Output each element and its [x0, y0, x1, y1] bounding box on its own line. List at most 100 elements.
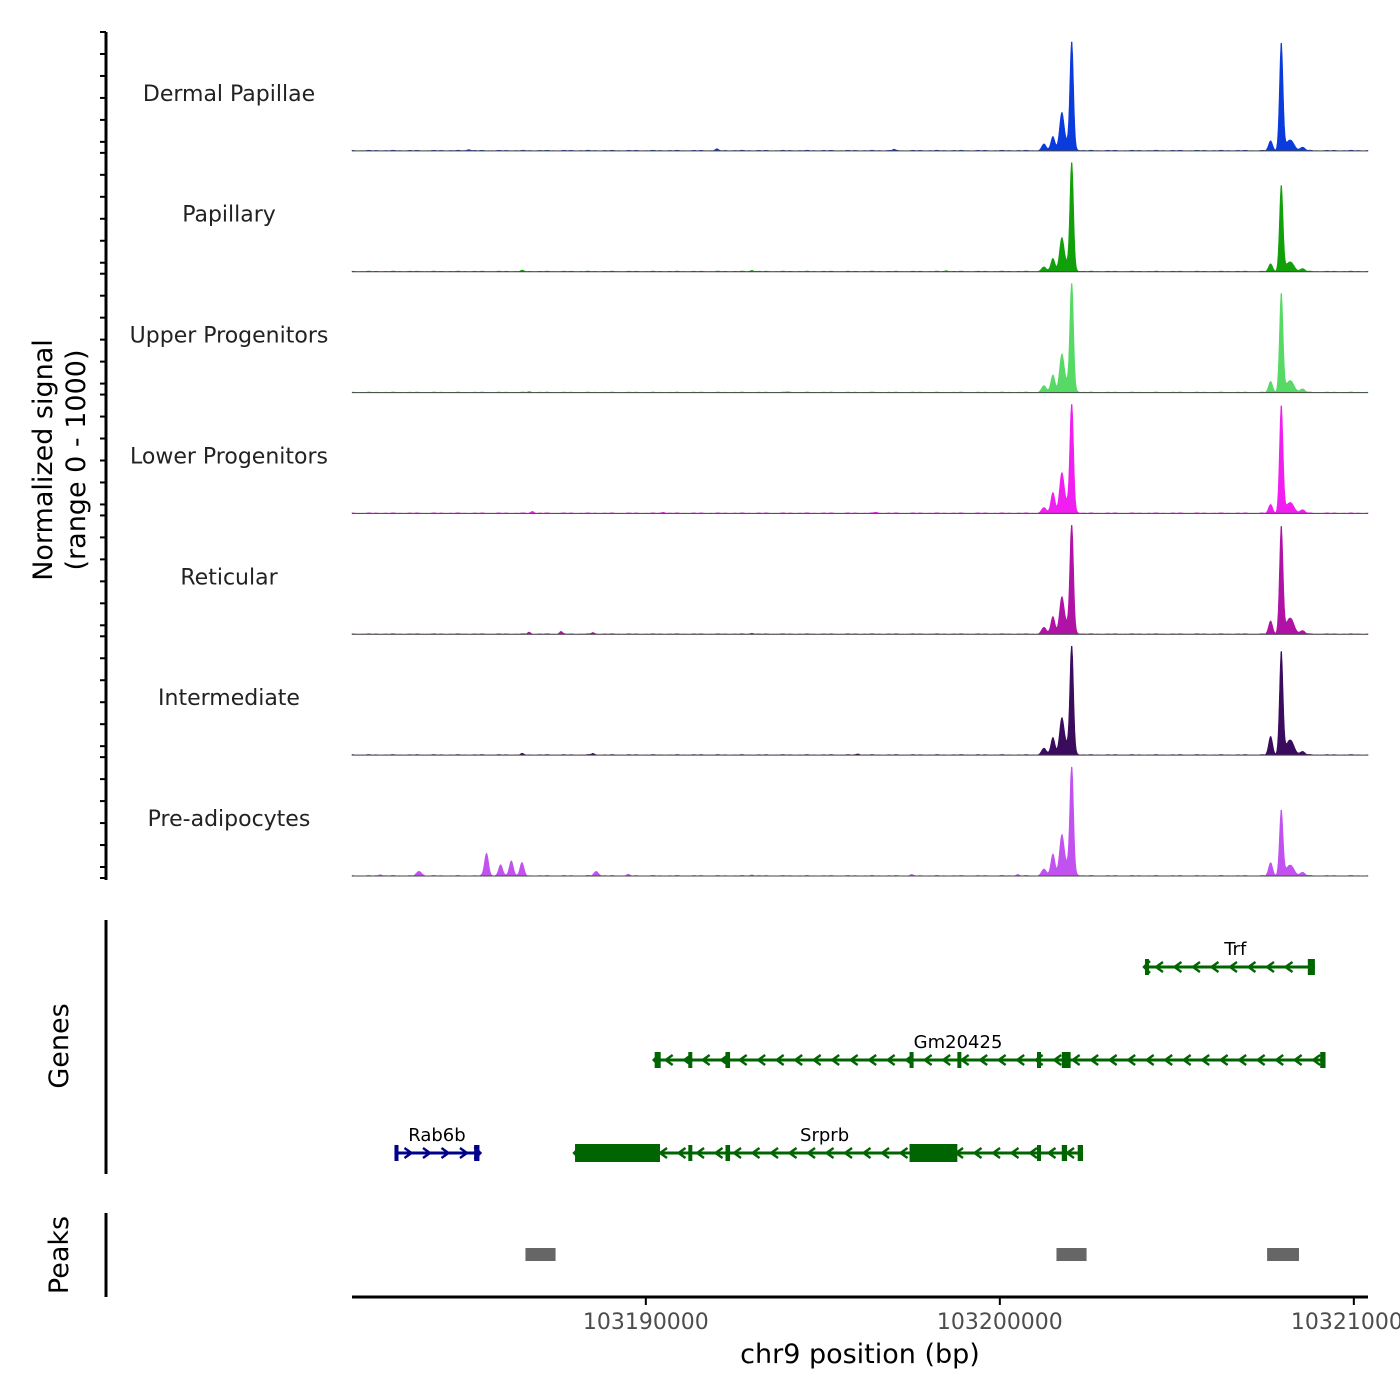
track-dermal-papillae: Dermal Papillae	[143, 41, 1369, 152]
exon	[654, 1052, 661, 1068]
strand-arrow	[1070, 1054, 1081, 1066]
x-tick-label: 103200000	[937, 1310, 1063, 1335]
strand-arrow	[978, 1054, 988, 1066]
strand-arrow	[1089, 1054, 1099, 1066]
gene-label: Rab6b	[408, 1125, 465, 1146]
strand-arrow	[959, 1054, 970, 1066]
strand-arrow	[805, 1147, 816, 1159]
strand-arrow	[713, 1147, 724, 1159]
strand-arrow	[811, 1054, 822, 1066]
strand-arrow	[1163, 1054, 1173, 1066]
strand-arrow	[990, 1147, 1001, 1159]
strand-arrow	[731, 1147, 742, 1159]
strand-arrow	[879, 1147, 890, 1159]
signal-area	[351, 162, 1369, 273]
x-axis-title: chr9 position (bp)	[740, 1339, 980, 1370]
strand-arrow	[867, 1054, 877, 1066]
exon	[725, 1145, 731, 1161]
exon	[394, 1145, 399, 1161]
strand-arrow	[694, 1147, 705, 1159]
exon	[1320, 1052, 1326, 1068]
strand-arrow	[676, 1147, 687, 1159]
strand-arrow	[787, 1147, 798, 1159]
track-intermediate: Intermediate	[158, 645, 1369, 756]
track-label: Dermal Papillae	[143, 82, 315, 107]
exon	[725, 1052, 731, 1068]
strand-arrow	[1190, 961, 1201, 973]
strand-arrow	[1144, 1054, 1155, 1066]
exon	[474, 1145, 480, 1161]
strand-arrow	[459, 1147, 470, 1159]
track-label: Upper Progenitors	[130, 324, 329, 349]
track-label: Intermediate	[158, 686, 300, 711]
exon	[688, 1052, 693, 1068]
genes-panel: Trf Gm20425 Rab6b Srprb	[394, 939, 1326, 1162]
strand-arrow	[793, 1054, 803, 1066]
strand-arrow	[1046, 1147, 1057, 1159]
signal-area	[351, 283, 1369, 393]
strand-arrow	[1181, 1054, 1192, 1066]
signal-area	[351, 645, 1369, 756]
strand-arrow	[842, 1147, 853, 1159]
peak-region	[1267, 1248, 1299, 1261]
signal-area	[351, 525, 1369, 635]
exon	[1061, 1145, 1068, 1161]
gene-trf: Trf	[1142, 939, 1315, 975]
exon	[909, 1052, 914, 1068]
strand-arrow	[1311, 1054, 1321, 1066]
track-label: Pre-adipocytes	[148, 807, 311, 832]
x-tick-label: 103210000	[1291, 1310, 1400, 1335]
strand-arrow	[440, 1147, 451, 1159]
gene-label: Srprb	[800, 1125, 849, 1146]
strand-arrow	[1009, 1147, 1020, 1159]
strand-arrow	[1283, 961, 1294, 973]
gene-srprb: Srprb	[572, 1125, 1084, 1162]
genes-axis-title: Genes	[44, 1003, 75, 1088]
strand-arrow	[1027, 1147, 1038, 1159]
strand-arrow	[768, 1147, 779, 1159]
strand-arrow	[1172, 961, 1183, 973]
exon	[1307, 959, 1315, 975]
signal-area	[351, 41, 1369, 152]
track-papillary: Papillary	[182, 162, 1369, 273]
strand-arrow	[1218, 1054, 1229, 1066]
strand-arrow	[422, 1147, 433, 1159]
exon	[688, 1145, 693, 1161]
strand-arrow	[861, 1147, 872, 1159]
strand-arrow	[663, 1054, 674, 1066]
strand-arrow	[657, 1147, 668, 1159]
x-tick-label: 103190000	[583, 1310, 709, 1335]
exon	[1037, 1052, 1042, 1068]
strand-arrow	[1200, 1054, 1210, 1066]
exon	[957, 1052, 962, 1068]
exon	[1077, 1145, 1084, 1161]
track-label: Reticular	[180, 565, 278, 590]
strand-arrow	[737, 1054, 748, 1066]
strand-arrow	[898, 1147, 909, 1159]
strand-arrow	[941, 1054, 951, 1066]
strand-arrow	[403, 1147, 414, 1159]
strand-arrow	[750, 1147, 761, 1159]
strand-arrow	[1052, 1054, 1062, 1066]
strand-arrow	[774, 1054, 785, 1066]
strand-arrow	[1246, 961, 1257, 973]
track-label: Lower Progenitors	[130, 444, 328, 469]
y-axis-title-line1: Normalized signal	[28, 339, 59, 581]
track-upper-progenitors: Upper Progenitors	[130, 283, 1369, 394]
strand-arrow	[1209, 961, 1220, 973]
strand-arrow	[830, 1054, 840, 1066]
strand-arrow	[885, 1054, 896, 1066]
exon	[909, 1144, 958, 1162]
strand-arrow	[1292, 1054, 1303, 1066]
strand-arrow	[1126, 1054, 1136, 1066]
track-reticular: Reticular	[180, 525, 1369, 635]
strand-arrow	[1107, 1054, 1118, 1066]
exon	[1037, 1145, 1042, 1161]
strand-arrow	[700, 1054, 711, 1066]
signal-area	[351, 404, 1369, 514]
exon	[575, 1144, 660, 1162]
strand-arrow	[1255, 1054, 1266, 1066]
strand-arrow	[824, 1147, 835, 1159]
signal-area	[351, 766, 1369, 877]
gene-rab6b: Rab6b	[394, 1125, 483, 1161]
